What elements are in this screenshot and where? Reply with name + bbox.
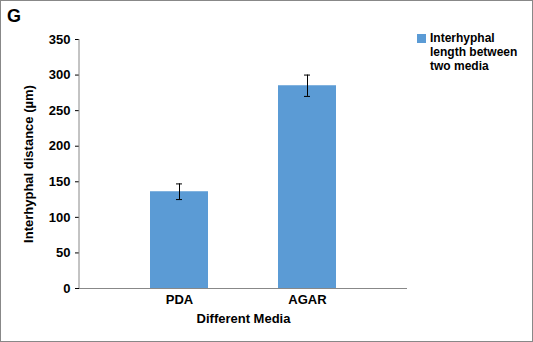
svg-text:150: 150 <box>49 174 71 189</box>
svg-text:0: 0 <box>63 281 70 296</box>
svg-text:50: 50 <box>56 245 70 260</box>
svg-text:350: 350 <box>49 32 71 47</box>
svg-text:100: 100 <box>49 210 71 225</box>
html-text:G: G <box>7 6 21 26</box>
html-text:Interhyphal length between two: Interhyphal length between two media <box>430 31 518 73</box>
svg-text:Interhyphal distance (µm): Interhyphal distance (µm) <box>21 85 36 243</box>
svg-text:Different Media: Different Media <box>197 311 292 326</box>
svg-text:200: 200 <box>49 138 71 153</box>
svg-text:250: 250 <box>49 103 71 118</box>
svg-text:300: 300 <box>49 67 71 82</box>
svg-text:AGAR: AGAR <box>288 292 327 307</box>
svg-text:PDA: PDA <box>166 292 194 307</box>
